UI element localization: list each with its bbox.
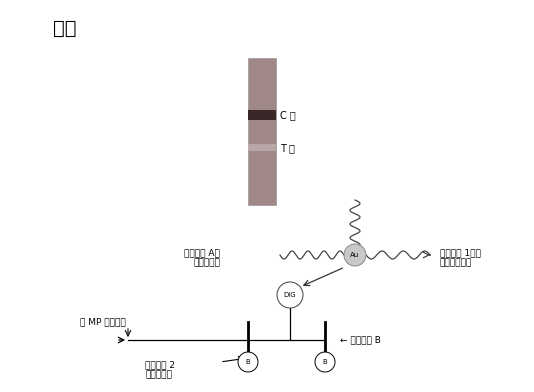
Text: C 线: C 线	[280, 110, 296, 120]
Circle shape	[344, 244, 366, 266]
Text: 特异探针 A，
标记地高辛: 特异探针 A， 标记地高辛	[184, 248, 220, 268]
Bar	[248, 110, 276, 120]
Text: 无 MP 核酸片段: 无 MP 核酸片段	[80, 318, 125, 327]
Text: 阴性: 阴性	[53, 18, 77, 38]
Bar	[248, 144, 276, 151]
Text: 通用探针 2
标记生物素: 通用探针 2 标记生物素	[145, 360, 175, 379]
Circle shape	[315, 352, 335, 372]
Bar	[248, 58, 276, 205]
Text: B: B	[246, 359, 250, 365]
Text: 通用探针 1，标
记胶体金颗粒: 通用探针 1，标 记胶体金颗粒	[440, 248, 481, 268]
Text: DIG: DIG	[284, 292, 296, 298]
Text: T 线: T 线	[280, 143, 295, 153]
Text: Au: Au	[350, 252, 359, 258]
Circle shape	[238, 352, 258, 372]
Text: ← 特异探针 B: ← 特异探针 B	[340, 336, 381, 345]
Text: B: B	[323, 359, 327, 365]
Circle shape	[277, 282, 303, 308]
